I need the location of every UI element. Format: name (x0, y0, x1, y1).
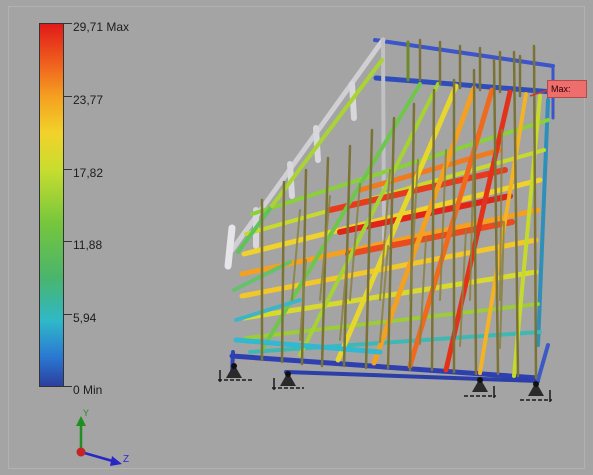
legend-tick-23-77 (64, 96, 72, 97)
legend-label-max: 29,71 Max (73, 20, 130, 34)
fixed-support-4 (520, 381, 552, 402)
legend-tick-17-82 (64, 169, 72, 170)
left-side-frame (224, 37, 386, 270)
legend-label-11-88: 11,88 (73, 238, 103, 252)
top-back-frame (373, 38, 556, 120)
triad-origin (76, 447, 86, 457)
fixed-support-3 (464, 377, 496, 398)
z-axis-arrowhead (110, 456, 122, 466)
stress-color-bar (39, 23, 64, 387)
max-probe-label[interactable]: Max: (547, 80, 587, 98)
legend-tick-max (64, 23, 72, 24)
fixed-support-1 (218, 363, 252, 382)
z-axis-label: Z (123, 454, 130, 465)
z-axis-arrow (80, 450, 117, 464)
legend-label-5-94: 5,94 (73, 311, 97, 325)
legend-label-23-77: 23,77 (73, 93, 104, 107)
y-axis-arrowhead (76, 416, 86, 426)
vertical-members (260, 38, 538, 380)
fixed-support-2 (272, 371, 304, 390)
legend-tick-min (64, 386, 72, 387)
coordinate-triad[interactable] (60, 408, 140, 470)
legend-tick-5-94 (64, 314, 72, 315)
y-axis-label: Y (83, 408, 90, 418)
interior-members (291, 129, 505, 349)
max-leader-line (529, 89, 549, 97)
legend-tick-11-88 (64, 241, 72, 242)
legend-label-17-82: 17,82 (73, 166, 104, 180)
legend-label-min: 0 Min (73, 383, 103, 397)
